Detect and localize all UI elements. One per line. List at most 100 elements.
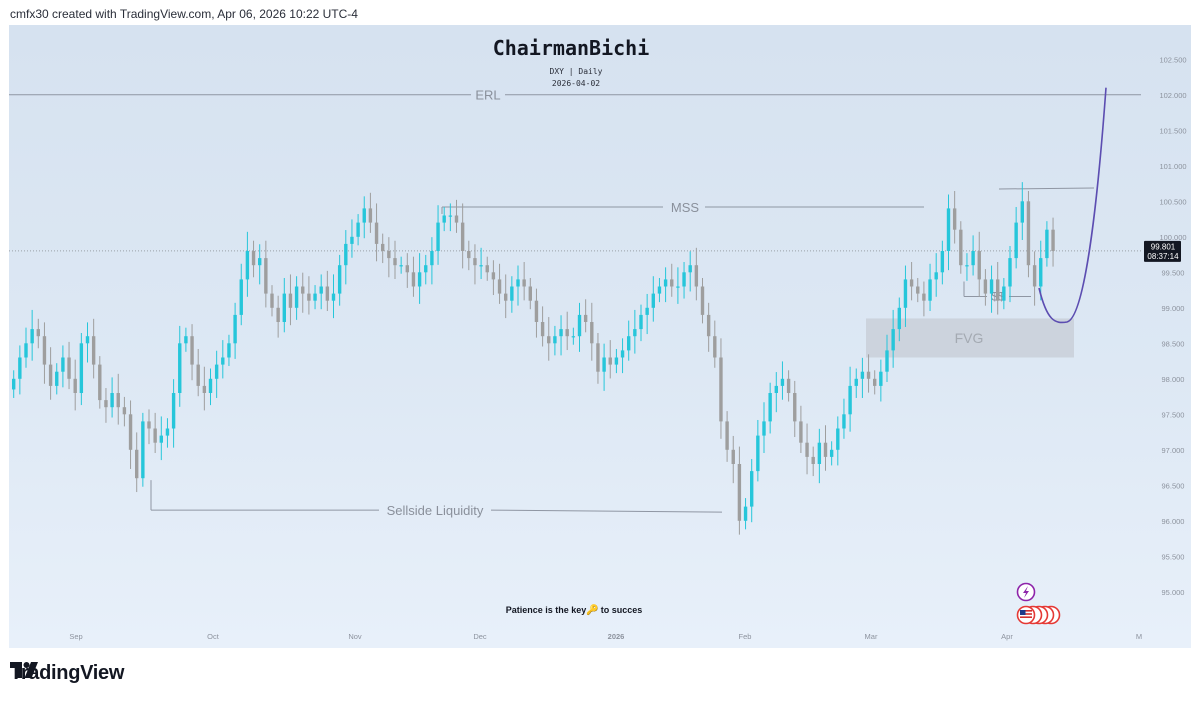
candle-down xyxy=(873,378,877,386)
candle-up xyxy=(430,251,434,266)
candle-down xyxy=(301,286,305,294)
candle-down xyxy=(48,364,53,386)
candle-down xyxy=(909,279,914,287)
candle-down xyxy=(596,343,600,372)
candle-up xyxy=(1008,258,1012,287)
candle-up xyxy=(965,265,969,267)
candle-up xyxy=(829,449,834,457)
candle-down xyxy=(547,336,551,344)
us-flag-icon[interactable] xyxy=(1016,605,1061,625)
candle-down xyxy=(731,449,735,464)
candle-up xyxy=(141,421,145,479)
candle-up xyxy=(940,251,945,273)
candle-up xyxy=(774,385,778,393)
candle-down xyxy=(540,322,545,337)
x-tick-label: Feb xyxy=(739,632,752,641)
candle-up xyxy=(620,350,625,358)
candle-up xyxy=(258,258,262,266)
candle-down xyxy=(1032,265,1037,287)
key-emoji: 🔑 xyxy=(586,603,599,616)
candle-up xyxy=(233,314,237,344)
candle-down xyxy=(583,314,588,322)
candle-up xyxy=(842,414,846,429)
candle-down xyxy=(737,464,742,521)
candle-up xyxy=(879,371,883,386)
candle-up xyxy=(817,442,822,464)
candle-up xyxy=(627,336,631,351)
candle-up xyxy=(214,364,219,379)
candle-down xyxy=(977,251,981,280)
candle-down xyxy=(996,279,1000,301)
candle-down xyxy=(590,322,594,344)
candle-up xyxy=(743,506,748,521)
candle-up xyxy=(854,378,858,386)
candle-down xyxy=(202,385,207,393)
candle-up xyxy=(184,336,188,344)
chart-panel[interactable]: 102.500 102.000 101.500 101.000 100.500 100.0… xyxy=(9,25,1191,648)
y-axis: 102.500 102.000 101.500 101.000 100.500 100.0… xyxy=(1159,55,1186,596)
x-tick-label: Sep xyxy=(69,632,82,641)
tradingview-logo[interactable]: TradingView xyxy=(10,662,124,685)
candle-up xyxy=(645,307,649,315)
candlestick-chart[interactable]: 102.500 102.000 101.500 101.000 100.500 100.0… xyxy=(9,25,1191,648)
y-tick-label: 95.500 xyxy=(1162,552,1185,561)
candle-up xyxy=(178,343,182,393)
candle-down xyxy=(504,293,508,301)
candle-up xyxy=(639,314,643,330)
created-with-text: cmfx30 created with TradingView.com, Apr… xyxy=(10,7,358,21)
candle-down xyxy=(135,449,139,479)
candle-up xyxy=(319,286,323,294)
candle-down xyxy=(793,393,797,422)
candle-down xyxy=(454,215,459,223)
candle-down xyxy=(405,265,409,273)
candle-down xyxy=(522,279,526,287)
y-tick-label: 97.500 xyxy=(1162,410,1185,419)
lightning-icon[interactable] xyxy=(1016,582,1036,602)
candle-down xyxy=(534,300,539,322)
candle-up xyxy=(55,371,59,386)
candle-up xyxy=(836,428,840,450)
candle-down xyxy=(700,286,705,315)
candle-up xyxy=(448,215,453,217)
y-tick-label: 101.500 xyxy=(1159,126,1186,135)
candle-down xyxy=(104,400,108,408)
candle-down xyxy=(811,456,815,464)
candle-up xyxy=(688,265,692,273)
candle-down xyxy=(460,222,465,251)
candle-down xyxy=(983,279,988,294)
candle-down xyxy=(374,222,379,244)
candle-up xyxy=(676,286,680,288)
candle-down xyxy=(196,364,200,386)
candle-up xyxy=(362,208,366,223)
sellside-label: Sellside Liquidity xyxy=(387,503,484,518)
chart-symbol-line: DXY | Daily xyxy=(550,67,603,76)
candle-down xyxy=(288,293,293,308)
candle-up xyxy=(602,357,606,372)
candle-up xyxy=(344,243,348,266)
candle-down xyxy=(116,393,120,408)
y-tick-label: 96.500 xyxy=(1162,481,1185,490)
tradingview-logo-icon xyxy=(10,662,38,678)
candle-up xyxy=(903,279,908,308)
candle-up xyxy=(762,421,766,436)
candle-up xyxy=(479,265,483,267)
candle-down xyxy=(36,329,40,337)
candle-down xyxy=(411,272,416,287)
candle-down xyxy=(276,307,280,322)
candle-down xyxy=(393,258,397,266)
tradingview-brand: TradingView xyxy=(10,662,125,684)
mss-label: MSS xyxy=(671,200,700,215)
candle-down xyxy=(823,442,828,457)
candle-up xyxy=(682,272,686,287)
price-badge-countdown: 08:37:14 xyxy=(1147,252,1179,261)
x-axis: Sep Oct Nov Dec 2026 Feb Mar Apr M xyxy=(69,632,1142,641)
y-tick-label: 98.500 xyxy=(1162,339,1185,348)
y-tick-label: 100.000 xyxy=(1159,233,1186,242)
patience-text-after: to succes xyxy=(601,605,643,615)
fvg-label: FVG xyxy=(955,330,984,346)
patience-text: Patience is the key🔑 to succes xyxy=(506,603,643,616)
recent-high-line xyxy=(998,187,1095,190)
candle-down xyxy=(725,421,729,450)
candle-up xyxy=(651,293,655,308)
candle-down xyxy=(98,364,102,401)
